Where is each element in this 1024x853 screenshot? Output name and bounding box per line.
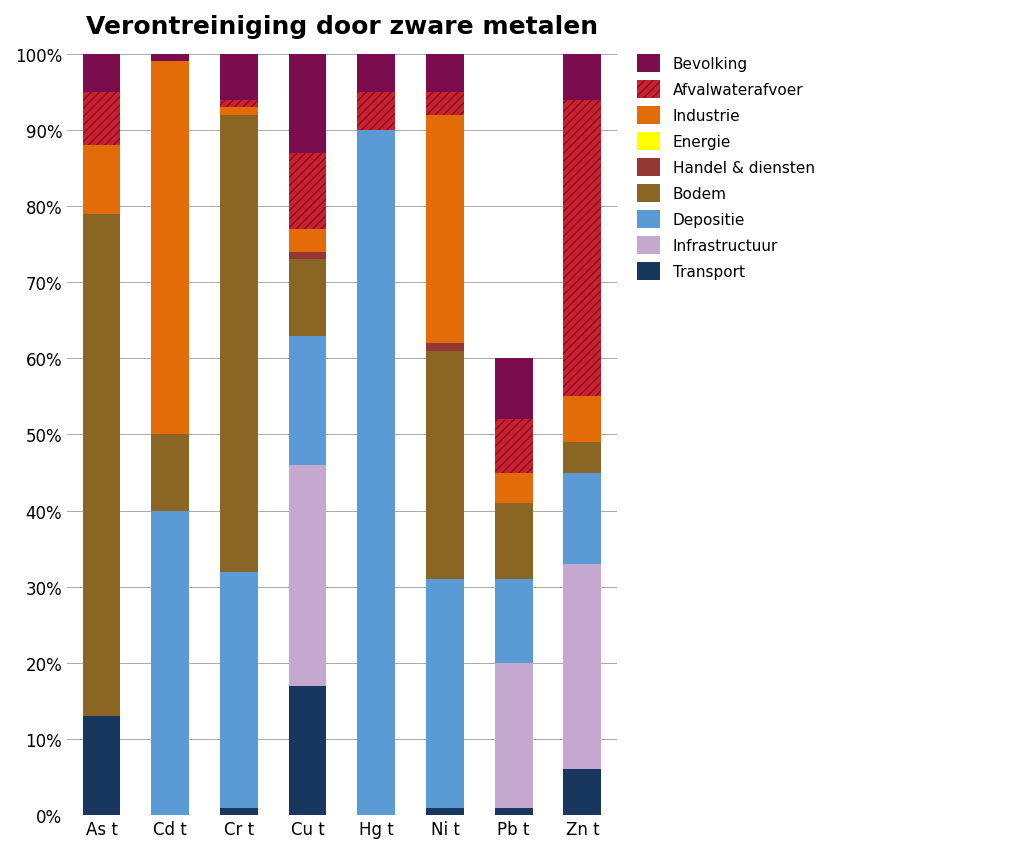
Bar (426, 55, 464, 93)
Bar (289, 686, 327, 815)
Bar (289, 260, 327, 336)
Bar (563, 769, 601, 815)
Bar (563, 564, 601, 769)
Bar (426, 579, 464, 808)
Legend: Bevolking, Afvalwaterafvoer, Industrie, Energie, Handel & diensten, Bodem, Depos: Bevolking, Afvalwaterafvoer, Industrie, … (630, 47, 822, 288)
Bar (563, 397, 601, 443)
Bar (495, 663, 532, 808)
Bar (289, 154, 327, 229)
Bar (495, 359, 532, 420)
Bar (289, 55, 327, 154)
Bar (563, 473, 601, 564)
Bar (152, 435, 189, 511)
Bar (83, 93, 121, 146)
Bar (426, 344, 464, 351)
Bar (83, 93, 121, 146)
Bar (220, 572, 258, 808)
Bar (289, 154, 327, 229)
Bar (152, 55, 189, 62)
Bar (220, 101, 258, 108)
Bar (289, 252, 327, 260)
Bar (220, 101, 258, 108)
Bar (289, 336, 327, 466)
Bar (357, 93, 395, 131)
Bar (83, 146, 121, 214)
Bar (220, 55, 258, 101)
Bar (495, 420, 532, 473)
Bar (220, 108, 258, 116)
Bar (357, 93, 395, 131)
Bar (152, 511, 189, 815)
Bar (495, 420, 532, 473)
Bar (495, 503, 532, 579)
Bar (495, 808, 532, 815)
Bar (289, 229, 327, 252)
Bar (563, 55, 601, 101)
Bar (426, 351, 464, 579)
Bar (426, 808, 464, 815)
Bar (495, 579, 532, 663)
Bar (83, 55, 121, 93)
Bar (357, 131, 395, 815)
Title: Verontreiniging door zware metalen: Verontreiniging door zware metalen (86, 15, 598, 39)
Bar (220, 808, 258, 815)
Bar (357, 55, 395, 93)
Bar (289, 466, 327, 686)
Bar (426, 93, 464, 116)
Bar (495, 473, 532, 503)
Bar (563, 101, 601, 397)
Bar (563, 443, 601, 473)
Bar (152, 62, 189, 435)
Bar (83, 214, 121, 717)
Bar (220, 116, 258, 572)
Bar (563, 101, 601, 397)
Bar (426, 93, 464, 116)
Bar (426, 116, 464, 344)
Bar (83, 717, 121, 815)
